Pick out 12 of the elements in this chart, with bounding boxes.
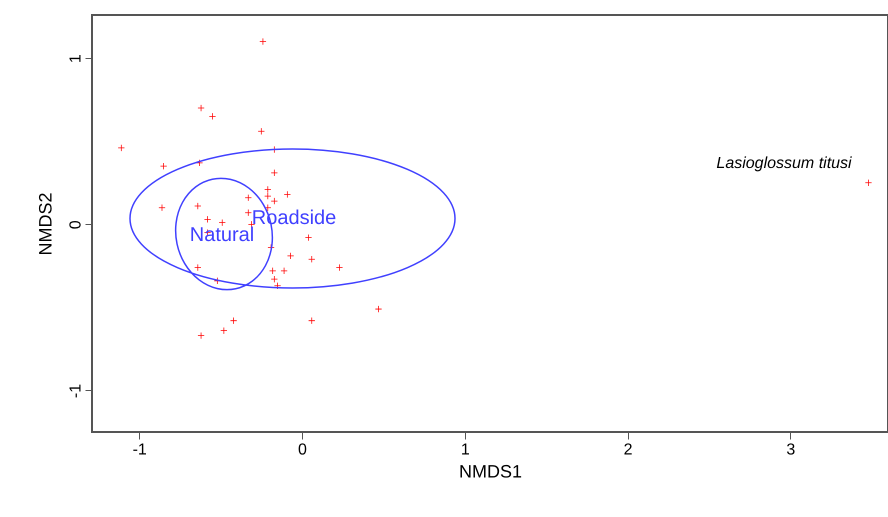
y-tick-label: 1 <box>68 54 84 64</box>
annotation: Lasioglossum titusi <box>716 155 852 172</box>
y-tick-label: -1 <box>68 384 84 398</box>
x-tick-label: 2 <box>624 442 633 458</box>
y-axis-title: NMDS2 <box>36 192 56 256</box>
annotation: Natural <box>190 224 254 246</box>
x-tick-label: 0 <box>298 442 308 458</box>
x-tick-label: 1 <box>460 442 470 458</box>
x-axis-title: NMDS1 <box>458 462 522 482</box>
x-tick-label: -1 <box>132 442 147 458</box>
y-tick-label: 0 <box>68 220 84 230</box>
x-tick-label: 3 <box>786 442 796 458</box>
